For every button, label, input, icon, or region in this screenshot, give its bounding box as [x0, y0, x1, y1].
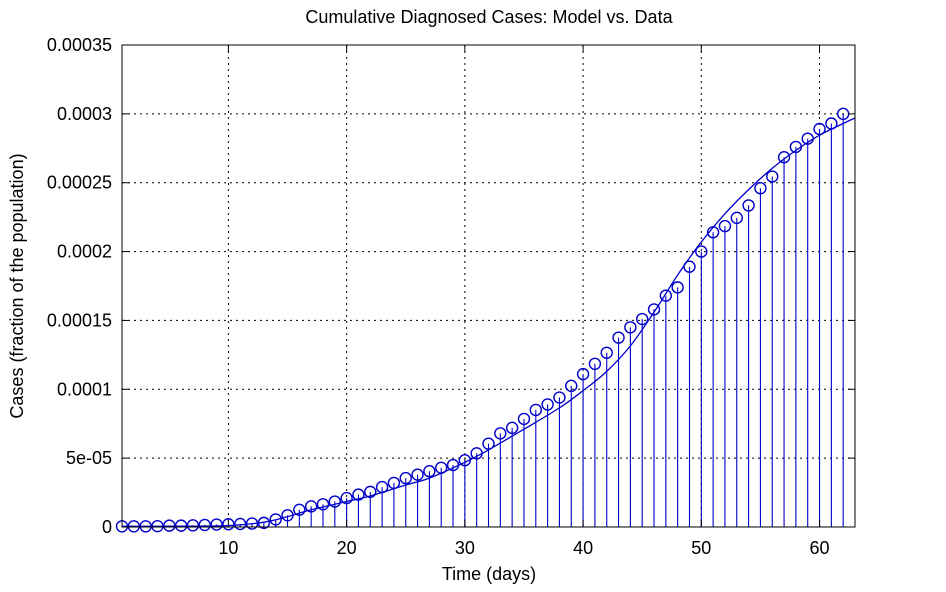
- x-tick-label: 50: [691, 538, 711, 558]
- data-point: [340, 491, 353, 505]
- y-tick-label: 0.00015: [47, 310, 112, 330]
- x-tick-label: 60: [810, 538, 830, 558]
- data-point: [328, 495, 342, 508]
- data-point: [517, 412, 531, 426]
- x-tick-label: 20: [337, 538, 357, 558]
- data-point: [364, 485, 377, 499]
- data-point: [293, 503, 306, 516]
- y-tick-label: 0: [102, 517, 112, 537]
- data-point: [659, 289, 673, 302]
- data-point: [612, 331, 625, 344]
- x-tick-label: 40: [573, 538, 593, 558]
- data-point: [754, 182, 767, 195]
- data-point: [505, 421, 519, 435]
- data-point: [529, 403, 542, 417]
- data-point: [269, 513, 282, 526]
- data-point: [411, 468, 424, 481]
- y-tick-label: 0.0001: [57, 379, 112, 399]
- data-point: [635, 312, 649, 326]
- data-point: [352, 488, 365, 501]
- y-tick-label: 0.0003: [57, 104, 112, 124]
- data-point: [671, 281, 684, 294]
- data-point: [423, 465, 436, 478]
- x-axis-ticks: 10 20 30 40 50 60: [218, 45, 830, 558]
- y-axis-label: Cases (fraction of the population): [7, 153, 27, 418]
- y-axis-ticks: 0 5e-05 0.0001 0.00015 0.0002 0.00025 0.0003 0.…: [47, 35, 855, 537]
- x-tick-label: 30: [455, 538, 475, 558]
- data-point: [766, 170, 779, 183]
- data-point: [742, 199, 755, 212]
- data-point: [316, 498, 330, 511]
- data-point: [399, 471, 412, 485]
- y-tick-label: 0.00025: [47, 173, 112, 193]
- plot-frame: [121, 44, 856, 528]
- y-tick-label: 0.0002: [57, 242, 112, 262]
- data-point: [730, 211, 743, 225]
- data-point: [565, 379, 578, 393]
- data-point: [541, 398, 554, 411]
- data-point: [777, 151, 791, 164]
- data-point: [588, 357, 602, 371]
- data-point: [222, 518, 235, 531]
- data-point: [718, 219, 732, 233]
- data-point: [576, 367, 590, 381]
- chart-title: Cumulative Diagnosed Cases: Model vs. Da…: [305, 7, 673, 27]
- data-point: [695, 245, 708, 258]
- data-point: [553, 391, 566, 404]
- data-point: [198, 518, 211, 532]
- data-point: [624, 321, 637, 334]
- x-tick-label: 10: [218, 538, 238, 558]
- data-point: [647, 303, 661, 316]
- y-tick-label: 5e-05: [66, 448, 112, 468]
- data-point: [210, 518, 223, 531]
- data-point: [494, 427, 507, 440]
- data-point: [304, 500, 318, 513]
- x-axis-label: Time (days): [442, 564, 536, 584]
- model-line: [121, 117, 856, 527]
- data-point: [186, 519, 200, 532]
- data-point: [600, 346, 613, 359]
- y-tick-label: 0.00035: [47, 35, 112, 55]
